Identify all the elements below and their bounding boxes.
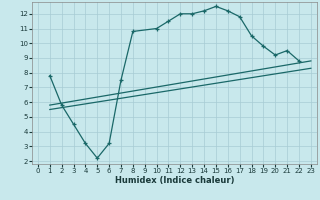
X-axis label: Humidex (Indice chaleur): Humidex (Indice chaleur) [115,176,234,185]
